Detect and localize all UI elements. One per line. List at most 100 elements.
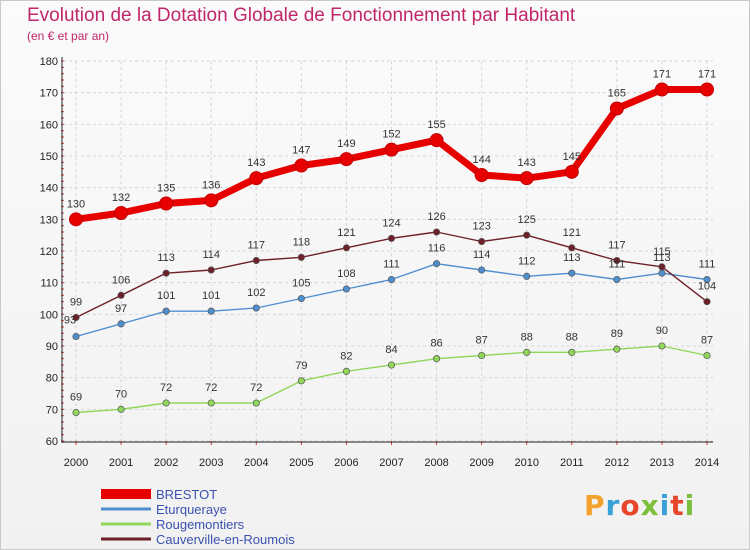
- data-label: 118: [293, 236, 311, 248]
- data-point: [207, 307, 215, 315]
- legend-label: Rougemontiers: [156, 517, 245, 532]
- data-point: [654, 82, 669, 97]
- legend-swatch: [101, 537, 151, 541]
- data-label: 89: [611, 328, 623, 340]
- data-label: 152: [382, 129, 400, 141]
- data-label: 143: [518, 157, 536, 169]
- x-tick-label: 2004: [244, 457, 268, 469]
- x-tick-label: 2010: [514, 457, 538, 469]
- x-tick-label: 2012: [605, 457, 629, 469]
- data-point: [207, 266, 215, 274]
- data-point: [523, 231, 531, 239]
- data-label: 105: [292, 278, 310, 290]
- data-label: 136: [202, 179, 220, 191]
- data-label: 88: [521, 331, 533, 343]
- data-label: 84: [385, 344, 397, 356]
- y-tick-label: 130: [40, 214, 58, 226]
- data-label: 70: [115, 388, 127, 400]
- data-point: [568, 269, 576, 277]
- data-point: [433, 260, 441, 268]
- data-label: 113: [653, 252, 671, 264]
- x-tick-label: 2011: [560, 457, 584, 469]
- data-label: 99: [70, 297, 82, 309]
- data-label: 123: [472, 221, 490, 233]
- data-label: 117: [248, 240, 266, 252]
- data-label: 87: [476, 335, 488, 347]
- data-label: 86: [430, 338, 442, 350]
- data-point: [703, 275, 711, 284]
- data-point: [429, 133, 444, 148]
- data-point: [703, 298, 711, 306]
- data-point: [114, 206, 129, 220]
- data-point: [564, 164, 579, 179]
- data-label: 132: [112, 192, 130, 204]
- x-tick-label: 2009: [469, 457, 493, 469]
- legend: BRESTOTEturquerayeRougemontiersCauvervil…: [101, 487, 295, 547]
- data-label: 155: [427, 119, 445, 131]
- data-label: 112: [518, 255, 536, 267]
- data-point: [162, 307, 170, 315]
- x-tick-label: 2008: [424, 457, 448, 469]
- data-label: 115: [653, 246, 671, 258]
- chart-title: Evolution de la Dotation Globale de Fonc…: [27, 5, 576, 26]
- data-point: [72, 313, 80, 322]
- data-label: 72: [250, 382, 262, 394]
- data-point: [700, 82, 714, 97]
- data-label: 111: [383, 259, 400, 271]
- data-label: 108: [337, 268, 355, 280]
- x-tick-label: 2007: [379, 457, 403, 469]
- data-label: 114: [473, 249, 491, 261]
- y-tick-label: 150: [40, 151, 58, 163]
- data-label: 126: [427, 211, 445, 223]
- y-tick-label: 60: [46, 436, 58, 448]
- legend-swatch: [101, 507, 151, 511]
- data-label: 143: [247, 157, 265, 169]
- data-label: 111: [699, 259, 716, 271]
- x-tick-label: 2014: [695, 457, 719, 469]
- data-label: 82: [340, 350, 352, 362]
- data-point: [252, 256, 260, 265]
- legend-swatch: [101, 489, 151, 499]
- data-point: [207, 399, 215, 407]
- data-label: 149: [337, 138, 355, 150]
- data-point: [339, 152, 354, 167]
- data-label: 121: [563, 227, 581, 239]
- data-label: 124: [382, 217, 400, 229]
- data-label: 101: [157, 290, 175, 302]
- y-tick-label: 100: [40, 309, 58, 321]
- grid-layer: [63, 60, 713, 442]
- data-point: [297, 377, 305, 385]
- data-point: [252, 304, 260, 312]
- data-point: [342, 244, 350, 252]
- logo-letter: t: [670, 489, 685, 522]
- data-label: 72: [160, 382, 172, 394]
- data-point: [609, 101, 624, 116]
- logo-letter: x: [640, 489, 660, 522]
- data-point: [523, 272, 531, 280]
- data-point: [613, 275, 621, 284]
- data-label: 145: [563, 151, 581, 163]
- data-label: 114: [202, 249, 220, 261]
- data-point: [613, 256, 621, 265]
- chart-subtitle: (en € et par an): [27, 29, 110, 43]
- axis-layer: 60 70 80 90 100 110 120 130 140 150 160 170 180 2000 2…: [40, 56, 720, 469]
- data-label: 104: [698, 281, 716, 293]
- data-point: [342, 367, 350, 375]
- data-label: 144: [472, 154, 490, 166]
- data-label: 135: [157, 183, 175, 195]
- logo-letter: o: [620, 489, 641, 522]
- x-tick-label: 2003: [199, 457, 223, 469]
- y-tick-label: 70: [46, 404, 58, 416]
- x-tick-label: 2001: [109, 457, 133, 469]
- data-point: [204, 193, 219, 208]
- data-point: [523, 348, 531, 356]
- data-label: 147: [292, 145, 310, 157]
- x-tick-label: 2000: [64, 457, 88, 469]
- data-point: [249, 171, 264, 186]
- legend-swatch: [101, 522, 151, 526]
- data-point: [568, 348, 576, 356]
- data-point: [658, 342, 666, 350]
- proxiti-logo: Proxiti: [584, 489, 695, 522]
- data-label: 116: [428, 243, 446, 255]
